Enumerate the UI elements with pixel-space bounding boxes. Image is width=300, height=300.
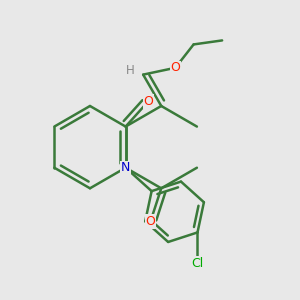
Text: O: O [170,61,180,74]
Text: N: N [121,161,130,174]
Text: O: O [143,95,153,108]
Text: H: H [126,64,135,76]
Text: Cl: Cl [191,257,204,270]
Text: O: O [146,215,155,228]
